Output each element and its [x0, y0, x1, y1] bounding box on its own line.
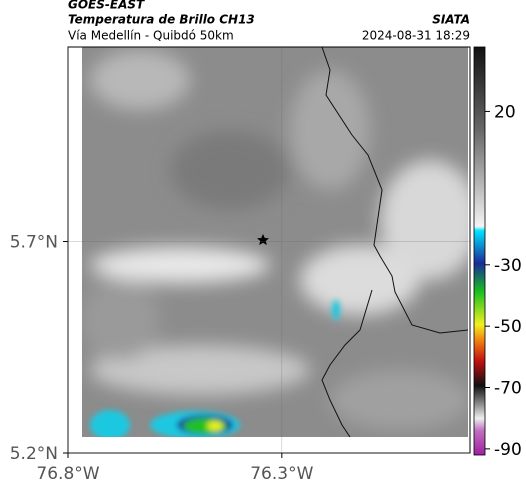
colorbar-tick-label: -90: [494, 440, 522, 460]
title: GOES-EAST: [68, 0, 145, 12]
lat-tick-label: 5.2°N: [10, 444, 58, 464]
datetime: 2024-08-31 18:29: [362, 29, 470, 43]
source: SIATA: [432, 13, 470, 27]
location-marker: [257, 234, 269, 245]
lon-tick-label: 76.8°W: [36, 464, 99, 484]
route: Vía Medellín - Quibdó 50km: [68, 29, 234, 43]
colorbar-tick-label: -30: [494, 256, 522, 276]
axes: 5.7°N 5.2°N76.8°W 76.3°W 20 -30 -50 -70 -90: [10, 47, 522, 484]
satellite-image: [82, 47, 468, 437]
colorbar-tick-label: -70: [494, 379, 522, 399]
colorbar-tick-label: 20: [494, 102, 516, 122]
lon-tick-label: 76.3°W: [250, 464, 313, 484]
colorbar: [473, 46, 486, 456]
lat-tick-label: 5.7°N: [10, 233, 58, 253]
subtitle: Temperatura de Brillo CH13: [68, 13, 255, 27]
colorbar-tick-label: -50: [494, 317, 522, 337]
